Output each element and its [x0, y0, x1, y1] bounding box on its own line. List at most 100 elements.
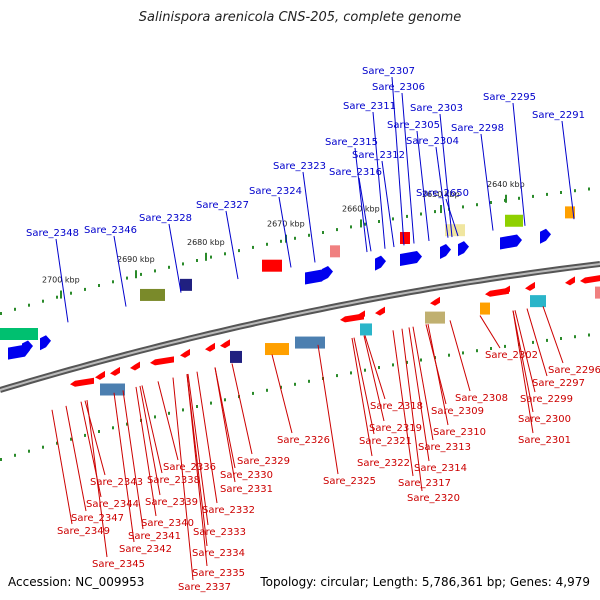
ring-dot	[490, 347, 492, 350]
bottom-gene-label: Sare_2343	[90, 477, 143, 488]
bottom-leader-line	[392, 330, 414, 477]
bottom-leader-line	[141, 385, 163, 474]
ring-dot	[56, 441, 58, 445]
bottom-leader-line	[412, 326, 434, 441]
kbp-tick-label: 2660 kbp	[342, 204, 380, 213]
bottom-leader-line	[353, 337, 375, 435]
top-gene-label: Sare_2324	[249, 186, 302, 197]
label-layer: Sare_2307 Sare_2306 Sare_2311 Sare_2303 Sare…	[26, 66, 600, 593]
bottom-leader-line	[196, 371, 218, 504]
ring-dot	[322, 231, 324, 234]
backbone-inner	[0, 263, 600, 391]
ring-dot	[574, 335, 576, 339]
gene-box	[360, 323, 372, 336]
ring-dot	[280, 385, 282, 389]
ring-dot	[588, 187, 590, 191]
ring-dot	[476, 349, 478, 353]
feature-layer	[0, 206, 600, 396]
bottom-leader-line	[363, 335, 385, 422]
gene-arrow	[305, 269, 327, 285]
top-leader-line	[381, 160, 395, 248]
bottom-gene-label: Sare_2301	[518, 435, 571, 446]
gene-arrow	[110, 366, 120, 376]
bottom-leader-line	[113, 392, 135, 543]
gene-box	[262, 259, 282, 272]
ring-dot	[308, 379, 310, 383]
gene-arrow	[355, 310, 365, 320]
top-gene-label: Sare_2346	[84, 225, 137, 236]
bottom-gene-label: Sare_2335	[192, 568, 245, 579]
gene-arrow	[40, 335, 51, 351]
bottom-gene-label: Sare_2326	[277, 435, 330, 446]
bottom-gene-label: Sare_2319	[369, 423, 422, 434]
kbp-tick-label: 2680 kbp	[187, 238, 225, 247]
bottom-gene-label: Sare_2313	[418, 442, 471, 453]
ring-dot	[490, 201, 492, 204]
top-leader-line	[401, 92, 415, 244]
top-gene-label: Sare_2312	[352, 150, 405, 161]
ring-dot	[140, 272, 142, 276]
top-gene-label: Sare_2303	[410, 103, 463, 114]
gene-box	[100, 383, 125, 396]
ring-dot	[518, 196, 520, 200]
ring-dot	[210, 401, 212, 405]
top-gene-label: Sare_2305	[387, 120, 440, 131]
bottom-leader-line	[514, 310, 536, 393]
bottom-leader-line	[512, 310, 534, 413]
gene-arrow	[500, 285, 510, 295]
bottom-gene-label: Sare_2314	[414, 463, 467, 474]
gene-arrow	[430, 296, 440, 306]
gene-box	[265, 343, 289, 356]
gene-box	[400, 232, 410, 244]
kbp-tick-label: 2700 kbp	[42, 276, 80, 285]
bottom-gene-label: Sare_2299	[520, 394, 573, 405]
ring-dot	[406, 360, 408, 364]
backbone-outer	[0, 261, 600, 393]
ring-dot	[14, 307, 16, 311]
gene-arrow	[500, 234, 522, 250]
top-gene-label: Sare_2298	[451, 123, 504, 134]
bottom-gene-label: Sare_2344	[86, 499, 139, 510]
ring-dot	[280, 239, 282, 243]
bottom-leader-line	[86, 399, 108, 558]
bottom-gene-label: Sare_2341	[128, 531, 181, 542]
bottom-gene-label: Sare_2347	[71, 513, 124, 524]
bottom-leader-line	[122, 390, 144, 530]
ring-dot	[560, 191, 562, 194]
ring-dot	[462, 351, 464, 355]
kbp-tick-label: 2640 kbp	[487, 180, 525, 189]
bottom-gene-label: Sare_2330	[220, 470, 273, 481]
bottom-gene-label: Sare_2309	[431, 406, 484, 417]
bottom-leader-line	[139, 385, 161, 496]
bottom-gene-label: Sare_2296	[548, 365, 600, 376]
bottom-gene-label: Sare_2342	[119, 544, 172, 555]
ring-dot	[0, 312, 2, 315]
bottom-gene-label: Sare_2336	[163, 462, 216, 473]
bottom-gene-label: Sare_2334	[192, 548, 245, 559]
bottom-gene-label: Sare_2322	[357, 458, 410, 469]
gene-box	[0, 328, 38, 340]
bottom-gene-label: Sare_2317	[398, 478, 451, 489]
ring-dot	[210, 255, 212, 259]
ring-dot	[252, 391, 254, 395]
bottom-gene-label: Sare_2318	[370, 401, 423, 412]
bottom-leader-line	[186, 374, 208, 567]
gene-box	[530, 295, 546, 308]
bottom-leader-line	[449, 320, 471, 392]
top-leader-line	[439, 113, 453, 238]
gene-arrow	[205, 342, 215, 352]
ring-dot	[350, 225, 352, 229]
bottom-leader-line	[135, 386, 157, 517]
ring-dot	[126, 422, 128, 426]
top-gene-label: Sare_2348	[26, 228, 79, 239]
ring-dot	[98, 284, 100, 287]
ring-dot	[392, 363, 394, 367]
ring-dot	[266, 242, 268, 246]
ring-dot	[70, 291, 72, 295]
bottom-gene-label: Sare_2310	[433, 427, 486, 438]
bottom-gene-label: Sare_2308	[455, 393, 508, 404]
ring-dot	[84, 287, 86, 291]
bottom-gene-label: Sare_2321	[359, 436, 412, 447]
accession-text: Accession: NC_009953	[8, 575, 145, 589]
